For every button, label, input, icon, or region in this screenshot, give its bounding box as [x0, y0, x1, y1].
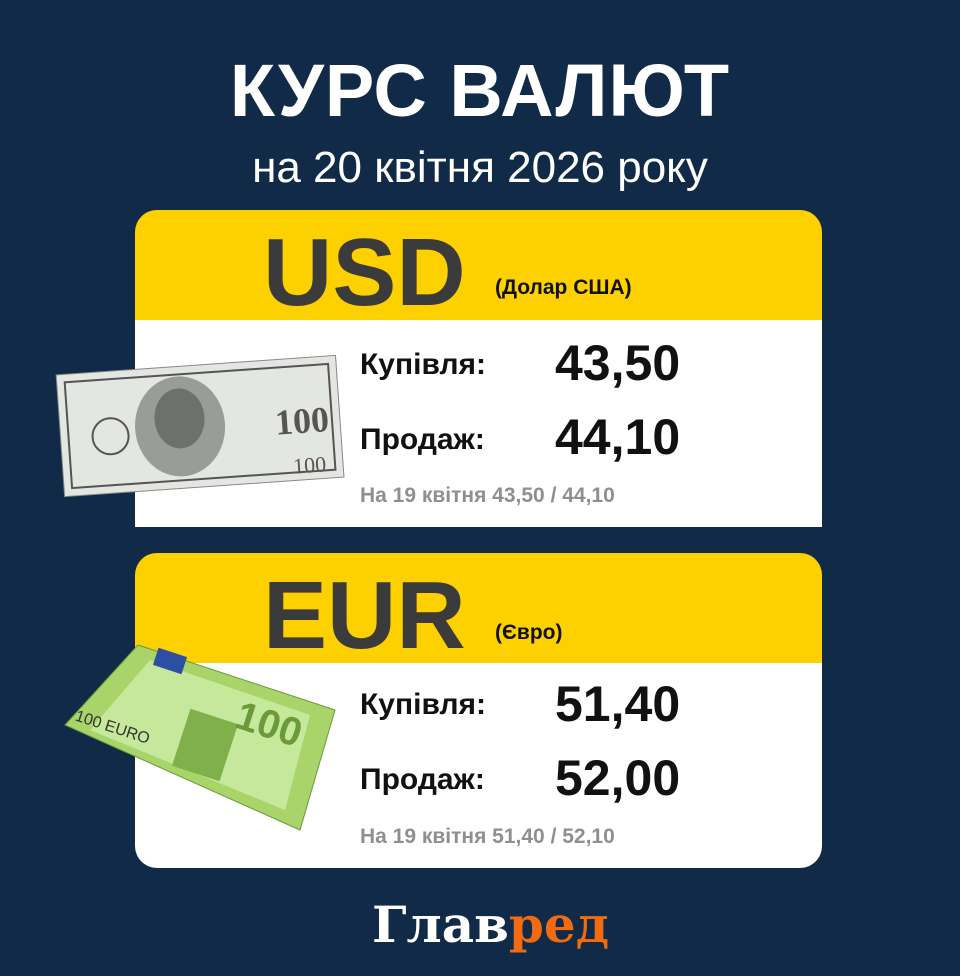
svg-text:100: 100: [292, 451, 327, 478]
usd-rates: Купівля: 43,50 Продаж: 44,10 На 19 квітн…: [135, 320, 822, 527]
eur-header: EUR (Євро): [135, 553, 822, 669]
currency-code: USD: [263, 219, 466, 326]
previous-rate: На 19 квітня 51,40 / 52,10: [360, 825, 615, 848]
buy-label: Купівля:: [360, 348, 487, 381]
glavred-logo: Главред: [372, 895, 610, 954]
sell-value: 52,00: [555, 750, 681, 806]
buy-label: Купівля:: [360, 688, 487, 721]
sell-value: 44,10: [555, 409, 681, 465]
page-title: КУРС ВАЛЮТ: [229, 49, 731, 132]
buy-value: 43,50: [555, 335, 681, 391]
page-subtitle: на 20 квітня 2026 року: [252, 143, 708, 192]
buy-value: 51,40: [555, 676, 681, 732]
usd-card: USD (Долар США) Купівля: 43,50 Продаж: 4…: [135, 210, 822, 527]
currency-code: EUR: [263, 562, 466, 669]
sell-label: Продаж:: [360, 763, 485, 796]
usd-banknote-icon: 100 100: [55, 354, 345, 498]
currency-name: (Євро): [495, 621, 563, 644]
usd-header: USD (Долар США): [135, 210, 822, 326]
currency-name: (Долар США): [495, 276, 632, 299]
eur-banknote-icon: 100 100 EURO: [64, 644, 336, 831]
previous-rate: На 19 квітня 43,50 / 44,10: [360, 484, 615, 507]
svg-text:100: 100: [274, 399, 331, 443]
sell-label: Продаж:: [360, 423, 485, 456]
